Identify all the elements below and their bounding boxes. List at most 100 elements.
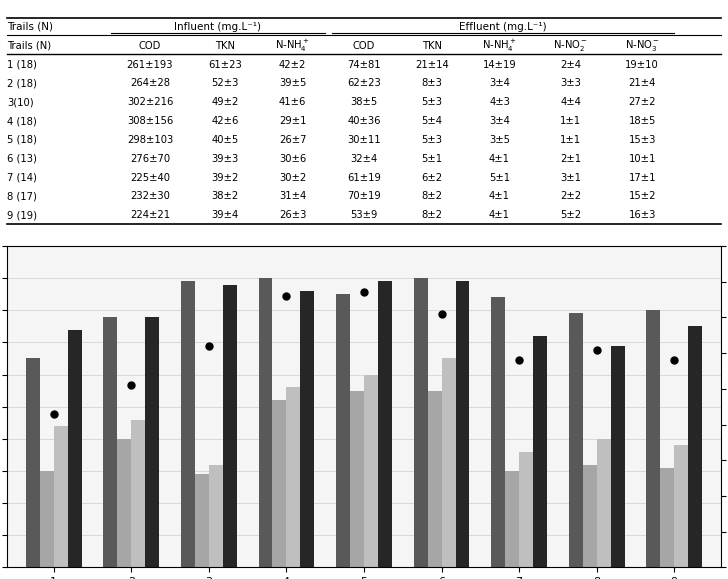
Text: 30±11: 30±11 — [347, 135, 381, 145]
Bar — [68, 329, 82, 567]
Text: 53±9: 53±9 — [350, 210, 378, 221]
Text: 8±3: 8±3 — [422, 78, 442, 89]
Bar — [54, 426, 68, 567]
Text: 5±3: 5±3 — [422, 97, 443, 107]
Text: 5±2: 5±2 — [561, 210, 582, 221]
Bar — [350, 391, 364, 567]
Text: 39±5: 39±5 — [279, 78, 306, 89]
Bar — [491, 298, 505, 567]
Text: 4±4: 4±4 — [561, 97, 582, 107]
Text: 49±2: 49±2 — [211, 97, 239, 107]
Bar — [378, 281, 392, 567]
Text: 39±2: 39±2 — [211, 173, 239, 182]
Bar — [336, 294, 350, 567]
Text: 5±1: 5±1 — [489, 173, 510, 182]
Text: 52±3: 52±3 — [211, 78, 239, 89]
Text: 6±2: 6±2 — [422, 173, 443, 182]
Text: 2±1: 2±1 — [561, 154, 582, 164]
Bar — [456, 281, 470, 567]
Text: COD: COD — [139, 41, 161, 50]
Text: 224±21: 224±21 — [130, 210, 170, 221]
Text: 8 (17): 8 (17) — [7, 192, 37, 201]
Bar — [611, 346, 625, 567]
Bar — [117, 439, 131, 567]
Text: Effluent (mg.L⁻¹): Effluent (mg.L⁻¹) — [459, 22, 547, 32]
Bar — [646, 310, 660, 567]
Text: 4±1: 4±1 — [489, 154, 510, 164]
Text: 30±2: 30±2 — [279, 173, 306, 182]
Text: Trails (N): Trails (N) — [7, 22, 53, 32]
Text: COD: COD — [353, 41, 375, 50]
Text: 5±3: 5±3 — [422, 135, 443, 145]
Text: 3±5: 3±5 — [489, 135, 510, 145]
Text: 29±1: 29±1 — [279, 116, 306, 126]
Bar — [258, 278, 272, 567]
Text: 70±19: 70±19 — [347, 192, 381, 201]
Bar — [505, 471, 519, 567]
Bar — [533, 336, 547, 567]
Text: 15±3: 15±3 — [628, 135, 656, 145]
Text: 27±2: 27±2 — [628, 97, 656, 107]
Bar — [181, 281, 195, 567]
Text: 7 (14): 7 (14) — [7, 173, 37, 182]
Bar — [103, 317, 117, 567]
Text: 3(10): 3(10) — [7, 97, 34, 107]
Text: 4±1: 4±1 — [489, 210, 510, 221]
Text: 1±1: 1±1 — [561, 116, 582, 126]
Text: 62±23: 62±23 — [347, 78, 381, 89]
Text: 3±4: 3±4 — [489, 116, 510, 126]
Bar — [40, 471, 54, 567]
Text: 41±6: 41±6 — [279, 97, 306, 107]
Text: 2±4: 2±4 — [561, 60, 582, 69]
Text: 15±2: 15±2 — [628, 192, 656, 201]
Text: 26±7: 26±7 — [279, 135, 306, 145]
Text: 5 (18): 5 (18) — [7, 135, 37, 145]
Text: 8±2: 8±2 — [422, 192, 443, 201]
Bar — [442, 358, 456, 567]
Text: 302±216: 302±216 — [127, 97, 173, 107]
Text: 31±4: 31±4 — [279, 192, 306, 201]
Text: 26±3: 26±3 — [279, 210, 306, 221]
Text: TKN: TKN — [215, 41, 235, 50]
Text: 3±1: 3±1 — [561, 173, 582, 182]
Text: 225±40: 225±40 — [130, 173, 170, 182]
Text: 264±28: 264±28 — [130, 78, 170, 89]
Text: 61±19: 61±19 — [347, 173, 381, 182]
Text: N-NH$_4^+$: N-NH$_4^+$ — [483, 38, 517, 54]
Text: 10±1: 10±1 — [628, 154, 656, 164]
Text: TKN: TKN — [422, 41, 442, 50]
Text: Trails (N): Trails (N) — [7, 41, 52, 50]
Text: 5±1: 5±1 — [422, 154, 443, 164]
Bar — [223, 284, 237, 567]
Text: 8±2: 8±2 — [422, 210, 443, 221]
Text: 21±4: 21±4 — [628, 78, 656, 89]
Text: 21±14: 21±14 — [415, 60, 448, 69]
Text: 5±4: 5±4 — [422, 116, 443, 126]
Text: 61±23: 61±23 — [208, 60, 242, 69]
Text: 4±1: 4±1 — [489, 192, 510, 201]
Bar — [146, 317, 159, 567]
Bar — [364, 375, 378, 567]
Text: 19±10: 19±10 — [625, 60, 659, 69]
Text: 3±3: 3±3 — [561, 78, 582, 89]
Bar — [569, 313, 582, 567]
Bar — [597, 439, 611, 567]
Text: 3±4: 3±4 — [489, 78, 510, 89]
Text: 30±6: 30±6 — [279, 154, 306, 164]
Bar — [26, 358, 40, 567]
Text: 38±5: 38±5 — [350, 97, 378, 107]
Text: 2±2: 2±2 — [561, 192, 582, 201]
Text: 17±1: 17±1 — [628, 173, 656, 182]
Text: 308±156: 308±156 — [127, 116, 173, 126]
Text: 74±81: 74±81 — [347, 60, 381, 69]
Text: 261±193: 261±193 — [127, 60, 173, 69]
Text: 39±3: 39±3 — [211, 154, 239, 164]
Bar — [301, 291, 314, 567]
Text: 39±4: 39±4 — [211, 210, 239, 221]
Text: 40±5: 40±5 — [211, 135, 239, 145]
Text: 298±103: 298±103 — [127, 135, 173, 145]
Text: 16±3: 16±3 — [628, 210, 656, 221]
Text: 42±2: 42±2 — [279, 60, 306, 69]
Bar — [209, 464, 223, 567]
Text: 32±4: 32±4 — [350, 154, 378, 164]
